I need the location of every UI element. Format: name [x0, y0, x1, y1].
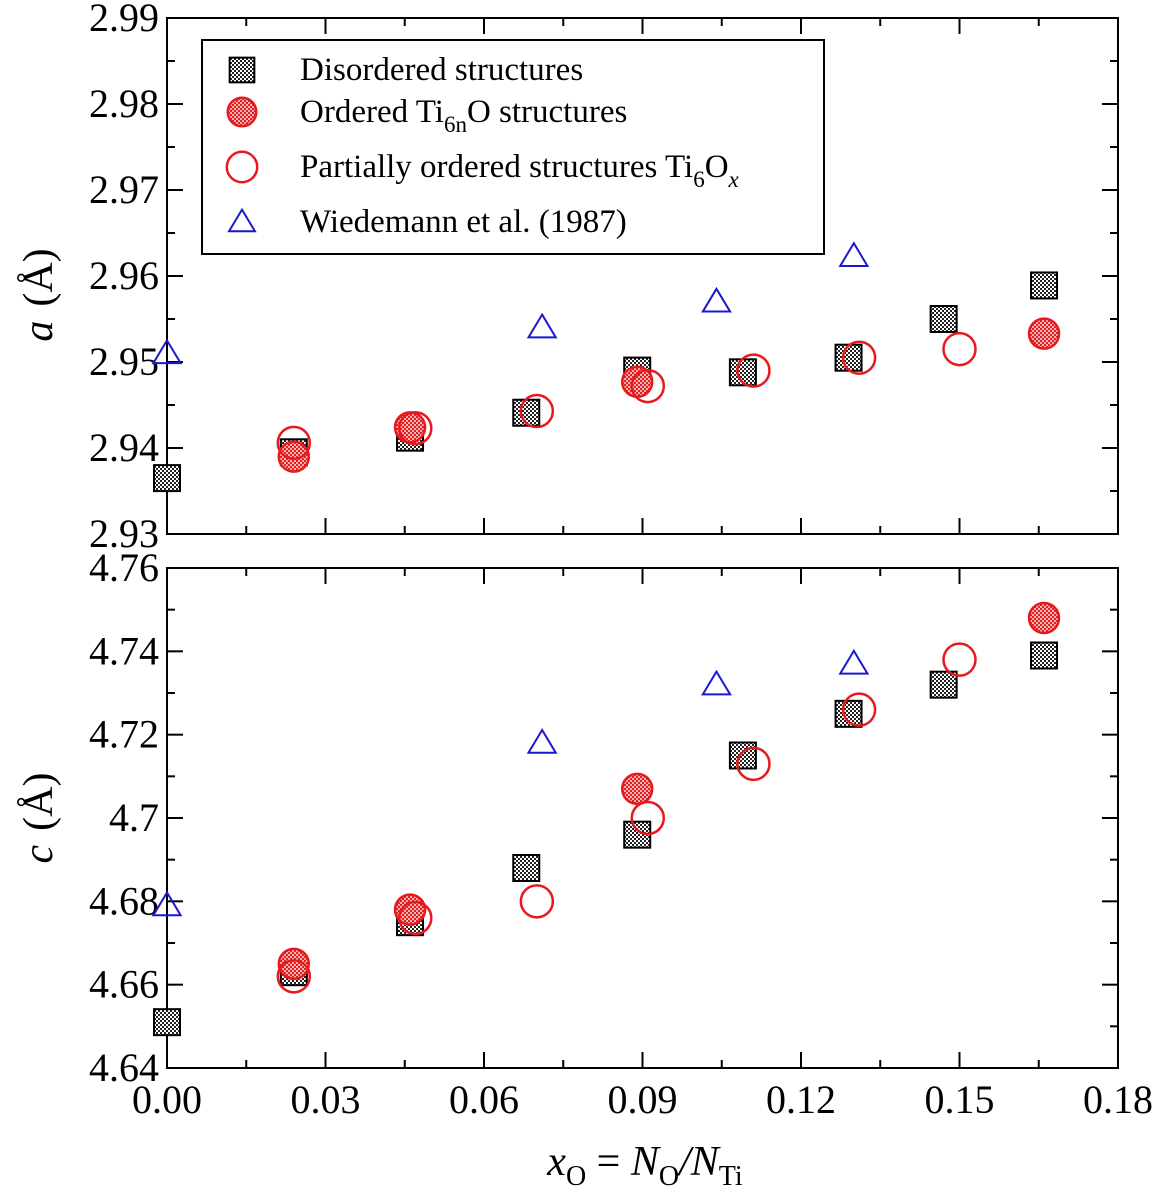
top-point-filled-circle: [1027, 317, 1061, 350]
bottom-ytick-label: 4.68: [89, 878, 159, 923]
legend-marker-square: [228, 56, 256, 84]
legend-partial-pre: Partially ordered structures Ti: [300, 149, 693, 185]
bottom-point-square: [1030, 641, 1059, 670]
bottom-ytick-label: 4.66: [89, 962, 159, 1007]
bottom-point-open-circle: [736, 746, 771, 782]
bottom-point-open-circle: [276, 959, 312, 994]
top-point-triangle: [526, 312, 558, 339]
legend-partial-sub2: x: [728, 167, 740, 192]
top-y-axis-label: a (Å): [16, 248, 62, 341]
top-point-open-circle: [630, 368, 666, 404]
legend-label-wiedemann: Wiedemann et al. (1987): [300, 204, 627, 240]
bottom-point-filled-circle: [620, 772, 654, 806]
bottom-point-open-circle: [519, 884, 555, 919]
bottom-point-filled-circle: [277, 947, 311, 981]
top-point-open-circle: [398, 410, 433, 446]
bottom-point-square: [153, 1008, 181, 1037]
x-slash: /: [677, 1139, 694, 1185]
top-panel: 2.93 2.94 2.95 2.96 2.97 2.98 2.99 a (Å): [16, 0, 1119, 556]
top-ytick-label: 2.99: [89, 0, 159, 40]
x-variable-sub: O: [566, 1161, 586, 1192]
x-numerator-sub: O: [659, 1161, 679, 1192]
xtick-label: 0.18: [1083, 1077, 1153, 1122]
xtick-label: 0.12: [766, 1077, 836, 1122]
legend-partial-sub1: 6: [693, 167, 705, 192]
bottom-point-open-circle: [630, 800, 666, 836]
top-point-open-circle: [942, 331, 977, 367]
bottom-plot-frame: [166, 567, 1119, 1069]
xtick-label: 0.00: [132, 1077, 202, 1122]
bottom-point-triangle: [151, 890, 183, 917]
bottom-point-open-circle: [841, 692, 877, 727]
bottom-panel: 4.64 4.66 4.68 4.7 4.72 4.74 4.76 0.00 0.03 0.06 0…: [16, 545, 1153, 1122]
bottom-ytick-label: 4.64: [89, 1045, 159, 1090]
legend-label-partial: Partially ordered structures Ti6Ox: [300, 149, 740, 192]
bottom-point-open-circle: [398, 900, 433, 936]
x-variable: x: [546, 1139, 566, 1185]
bottom-point-square: [512, 854, 541, 882]
top-ytick-label: 2.94: [89, 425, 159, 470]
bottom-point-open-circle: [942, 642, 977, 677]
top-point-filled-circle: [277, 440, 311, 473]
bottom-y-variable: c: [16, 844, 62, 863]
legend-marker-open-circle: [225, 150, 259, 184]
bottom-ytick-label: 4.7: [109, 795, 159, 840]
bottom-data-marks: [151, 601, 1061, 1037]
top-data-marks: [151, 241, 1061, 493]
top-point-open-circle: [736, 353, 771, 388]
legend: Disordered structures Ordered Ti6nO stru…: [201, 39, 825, 255]
top-ytick-label: 2.96: [89, 253, 159, 298]
bottom-y-axis-label: c (Å): [16, 773, 62, 864]
legend-marker-triangle: [227, 207, 257, 233]
legend-label-ordered: Ordered Ti6nO structures: [300, 94, 627, 137]
legend-ordered-sub: 6n: [444, 112, 468, 137]
top-ytick-label: 2.93: [89, 511, 159, 556]
bottom-point-triangle: [701, 669, 732, 696]
bottom-point-triangle: [526, 728, 558, 754]
x-axis-label: xO = NO/NTi: [546, 1139, 743, 1192]
top-point-square: [834, 343, 863, 372]
top-point-square: [929, 305, 958, 333]
x-denominator: N: [690, 1139, 721, 1185]
top-ytick-label: 2.95: [89, 339, 159, 384]
legend-label-disordered: Disordered structures: [300, 52, 583, 88]
legend-box: [201, 39, 825, 255]
top-point-open-circle: [519, 393, 555, 429]
top-point-triangle: [151, 338, 183, 365]
top-ticks: 2.93 2.94 2.95 2.96 2.97 2.98 2.99: [89, 0, 1119, 556]
top-y-variable: a: [16, 321, 62, 342]
bottom-point-triangle: [838, 648, 870, 675]
top-point-triangle: [838, 241, 870, 267]
top-point-open-circle: [276, 425, 312, 461]
bottom-ticks: 4.64 4.66 4.68 4.7 4.72 4.74 4.76 0.00 0.03 0.06 0…: [89, 545, 1153, 1122]
xtick-label: 0.06: [449, 1077, 519, 1122]
top-point-open-circle: [841, 340, 877, 375]
xtick-label: 0.09: [608, 1077, 678, 1122]
bottom-point-square: [929, 670, 958, 699]
bottom-ytick-label: 4.76: [89, 545, 159, 590]
legend-ordered-pre: Ordered Ti: [300, 94, 444, 130]
legend-markers: [225, 56, 259, 233]
legend-partial-mid: O: [705, 149, 729, 185]
top-ytick-label: 2.97: [89, 167, 159, 212]
bottom-point-filled-circle: [1027, 601, 1061, 635]
top-point-triangle: [701, 286, 732, 313]
xtick-label: 0.03: [291, 1077, 361, 1122]
top-y-unit: (Å): [16, 248, 62, 306]
bottom-ytick-label: 4.74: [89, 628, 159, 673]
top-point-square: [153, 464, 181, 493]
top-ytick-label: 2.98: [89, 81, 159, 126]
legend-marker-filled-circle: [226, 96, 258, 128]
xtick-label: 0.15: [925, 1077, 995, 1122]
x-equals: =: [586, 1139, 631, 1185]
x-numerator: N: [630, 1139, 661, 1185]
bottom-point-square: [728, 741, 757, 770]
x-denominator-sub: Ti: [719, 1161, 743, 1192]
bottom-ytick-label: 4.72: [89, 712, 159, 757]
legend-ordered-post: O structures: [467, 94, 627, 130]
bottom-y-unit: (Å): [16, 773, 62, 831]
top-point-square: [1030, 271, 1059, 300]
